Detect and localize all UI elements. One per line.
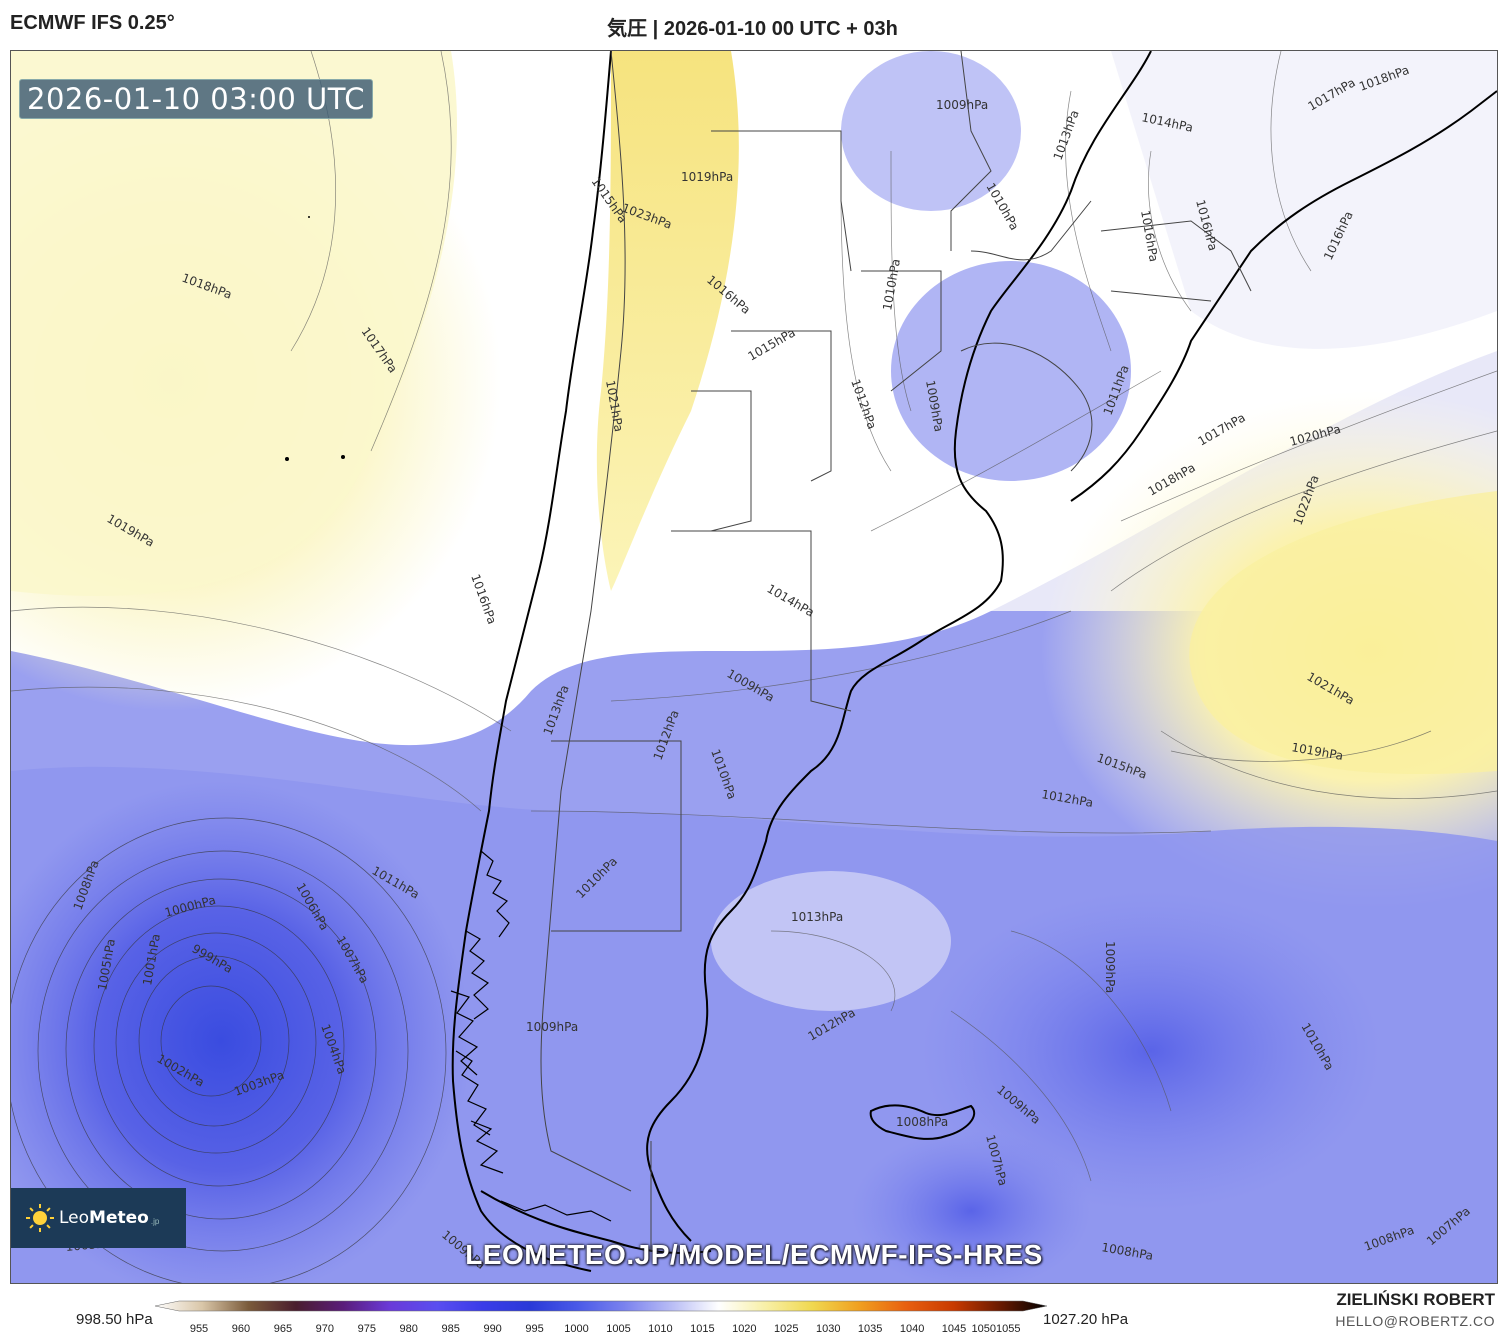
colorbar-tick: 1015: [690, 1323, 715, 1335]
colorbar-tick: 1035: [857, 1323, 883, 1335]
chart-title: 気圧 | 2026-01-10 00 UTC + 03h: [607, 18, 898, 40]
isobar-label: 1009hPa: [526, 1020, 578, 1034]
logo-suffix: .jp: [150, 1216, 160, 1226]
colorbar-tick: 965: [273, 1323, 293, 1335]
url-watermark[interactable]: LEOMETEO.JP/MODEL/ECMWF-IFS-HRES: [465, 1239, 1043, 1270]
isobar-label: 1013hPa: [791, 910, 843, 924]
pressure-map[interactable]: 1009hPa 1014hPa 1013hPa 1010hPa 1016hPa 1016h…: [10, 50, 1498, 1284]
logo-text: LeoMeteo: [59, 1208, 149, 1228]
colorbar-tick: 1030: [815, 1323, 841, 1335]
colorbar-max-label: 1027.20 hPa: [1043, 1311, 1129, 1328]
colorbar: [155, 1300, 1048, 1312]
colorbar-tick: 1010: [648, 1323, 673, 1335]
colorbar-tick: 960: [231, 1323, 251, 1335]
colorbar-tick: 985: [441, 1323, 460, 1335]
author-email[interactable]: HELLO@ROBERTZ.CO: [1335, 1313, 1495, 1329]
isobar-label: 1019hPa: [681, 170, 733, 184]
colorbar-tick: 975: [357, 1323, 376, 1335]
isobar-label: 1009hPa: [936, 98, 988, 112]
colorbar-tick: 10501055: [971, 1323, 1021, 1335]
colorbar-tick: 1020: [732, 1323, 757, 1335]
isobar-label: 1008hPa: [896, 1115, 948, 1129]
author-credit: ZIELIŃSKI ROBERT: [1336, 1290, 1495, 1309]
colorbar-tick: 1000: [564, 1323, 589, 1335]
colorbar-tick: 1025: [774, 1323, 799, 1335]
colorbar-tick: 1040: [899, 1323, 925, 1335]
colorbar-tick: 995: [525, 1323, 544, 1335]
leometeo-logo[interactable]: LeoMeteo .jp: [11, 1188, 186, 1248]
colorbar-tick: 990: [483, 1323, 502, 1335]
colorbar-min-label: 998.50 hPa: [76, 1311, 153, 1328]
valid-time-box: 2026-01-10 03:00 UTC: [19, 79, 374, 119]
sun-icon: [25, 1203, 55, 1233]
colorbar-tick: 980: [399, 1323, 418, 1335]
colorbar-tick: 1045: [941, 1323, 967, 1335]
colorbar-tick: 1005: [606, 1323, 631, 1335]
colorbar-tick: 955: [189, 1323, 209, 1335]
isobar-label: 1009hPa: [1103, 941, 1117, 993]
colorbar-ticks: 955 960 965 970 975 980 985 990 995 1000 1005 1010 1…: [0, 1323, 1505, 1339]
colorbar-tick: 970: [315, 1323, 335, 1335]
model-title: ECMWF IFS 0.25°: [10, 12, 175, 34]
